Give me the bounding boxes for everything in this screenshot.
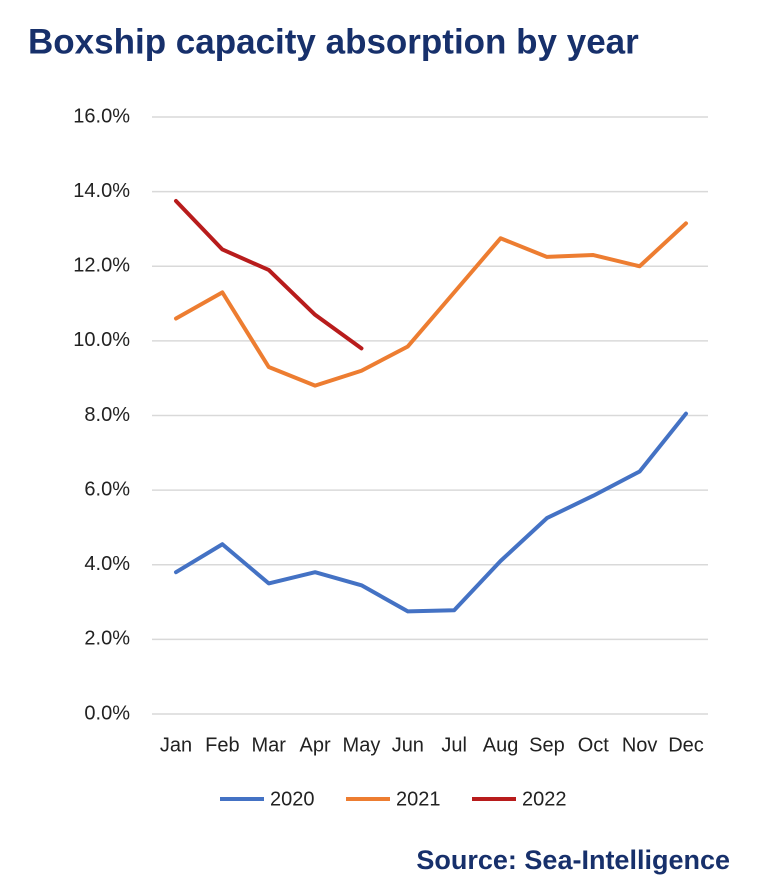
- series-line: [174, 221, 688, 388]
- x-tick-label: Jun: [392, 734, 424, 756]
- legend-label: 2021: [396, 788, 441, 810]
- x-tick-label: Sep: [529, 734, 565, 756]
- x-tick-label: Apr: [300, 734, 331, 756]
- x-tick-label: May: [343, 734, 381, 756]
- y-tick-label: 14.0%: [73, 180, 130, 202]
- y-tick-label: 8.0%: [84, 404, 130, 426]
- legend-label: 2020: [270, 788, 315, 810]
- y-tick-label: 12.0%: [73, 255, 130, 277]
- series-line: [174, 198, 364, 351]
- y-tick-label: 2.0%: [84, 628, 130, 650]
- x-tick-label: Oct: [578, 734, 610, 756]
- x-tick-label: Nov: [622, 734, 658, 756]
- x-tick-label: Jan: [160, 734, 192, 756]
- x-tick-label: Mar: [252, 734, 287, 756]
- x-tick-label: Feb: [205, 734, 239, 756]
- x-tick-label: Aug: [483, 734, 519, 756]
- x-tick-label: Dec: [668, 734, 704, 756]
- y-tick-label: 0.0%: [84, 702, 130, 724]
- y-tick-label: 4.0%: [84, 553, 130, 575]
- y-tick-label: 16.0%: [73, 105, 130, 127]
- series-line: [174, 411, 688, 614]
- legend-label: 2022: [522, 788, 567, 810]
- source: Source: Sea-Intelligence: [416, 845, 730, 875]
- y-tick-label: 10.0%: [73, 329, 130, 351]
- y-tick-label: 6.0%: [84, 478, 130, 500]
- chart-title: Boxship capacity absorption by year: [28, 22, 639, 61]
- x-tick-label: Jul: [441, 734, 467, 756]
